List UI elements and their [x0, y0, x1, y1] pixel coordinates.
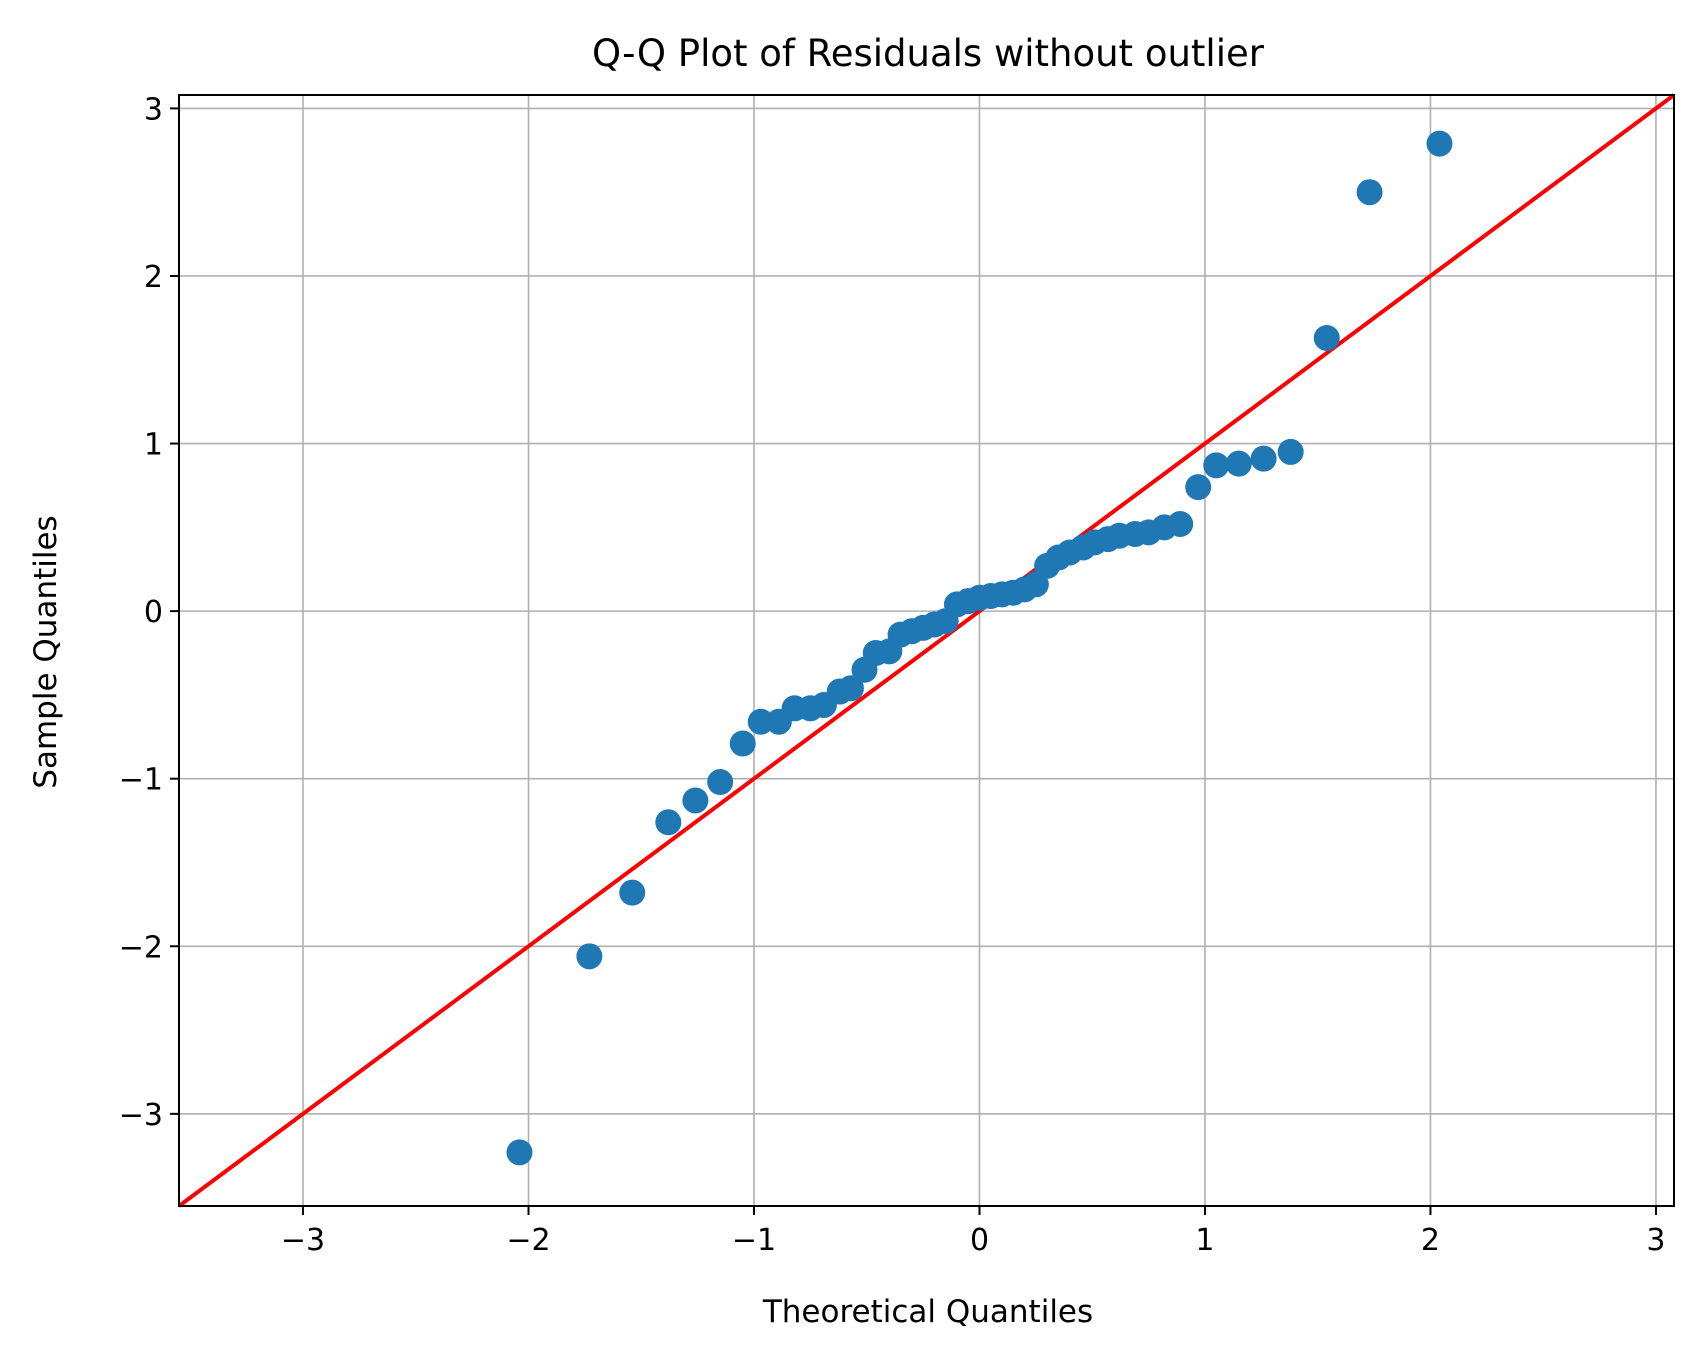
- grid-lines: [179, 95, 1674, 1206]
- y-tick-label: 3: [144, 92, 163, 127]
- plot-area-frame: [178, 94, 1675, 1207]
- y-tick-label: −2: [119, 930, 163, 965]
- data-point: [1185, 474, 1212, 501]
- y-tick-label: 1: [144, 428, 163, 463]
- x-axis-label: Theoretical Quantiles: [762, 1294, 1093, 1330]
- data-point: [1225, 450, 1252, 477]
- reference-line: [177, 93, 1676, 1208]
- y-axis-label: Sample Quantiles: [28, 515, 64, 788]
- data-point: [1356, 179, 1383, 206]
- data-point: [1203, 452, 1230, 479]
- data-point: [747, 708, 774, 735]
- data-point: [729, 730, 756, 757]
- x-tick-label: −1: [732, 1223, 776, 1258]
- y-tick-label: −1: [119, 763, 163, 798]
- data-point: [837, 675, 864, 702]
- data-point: [1313, 324, 1340, 351]
- reference-line-layer: [177, 93, 1676, 1208]
- x-tick-label: 1: [1195, 1223, 1214, 1258]
- chart-title: Q-Q Plot of Residuals without outlier: [592, 32, 1265, 75]
- data-point: [1277, 438, 1304, 465]
- data-point: [619, 879, 646, 906]
- x-tick-label: 0: [970, 1223, 989, 1258]
- data-point: [506, 1139, 533, 1166]
- x-tick-label: −2: [506, 1223, 550, 1258]
- x-tick-label: 3: [1646, 1223, 1665, 1258]
- data-points: [506, 130, 1453, 1166]
- y-tick-label: 0: [144, 595, 163, 630]
- data-point: [576, 943, 603, 970]
- data-point: [1167, 510, 1194, 537]
- y-tick-label: 2: [144, 260, 163, 295]
- data-point: [1250, 445, 1277, 472]
- data-point: [682, 787, 709, 814]
- data-point: [655, 809, 682, 836]
- y-tick-label: −3: [119, 1098, 163, 1133]
- x-axis-ticks: −3 −2 −1 0 1 2 3: [281, 1206, 1666, 1258]
- y-axis-ticks: −3 −2 −1 0 1 2 3: [119, 92, 179, 1133]
- data-point: [707, 769, 734, 796]
- x-tick-label: −3: [281, 1223, 325, 1258]
- x-tick-label: 2: [1421, 1223, 1440, 1258]
- data-point: [1426, 130, 1453, 157]
